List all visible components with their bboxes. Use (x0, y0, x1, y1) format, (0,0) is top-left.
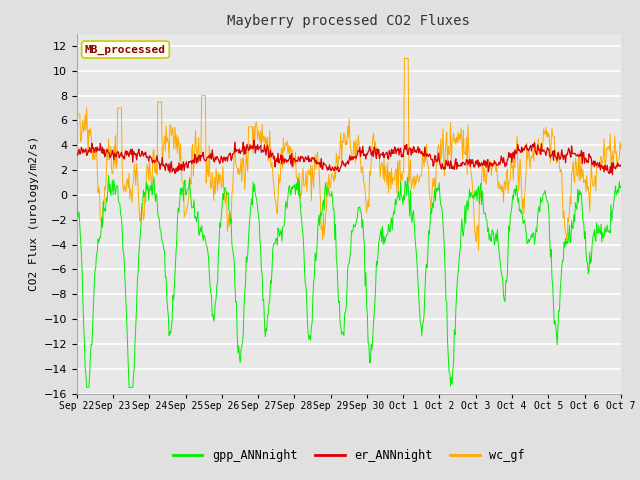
Title: Mayberry processed CO2 Fluxes: Mayberry processed CO2 Fluxes (227, 14, 470, 28)
Legend: gpp_ANNnight, er_ANNnight, wc_gf: gpp_ANNnight, er_ANNnight, wc_gf (168, 444, 529, 467)
Text: MB_processed: MB_processed (85, 44, 166, 55)
Y-axis label: CO2 Flux (urology/m2/s): CO2 Flux (urology/m2/s) (29, 136, 40, 291)
